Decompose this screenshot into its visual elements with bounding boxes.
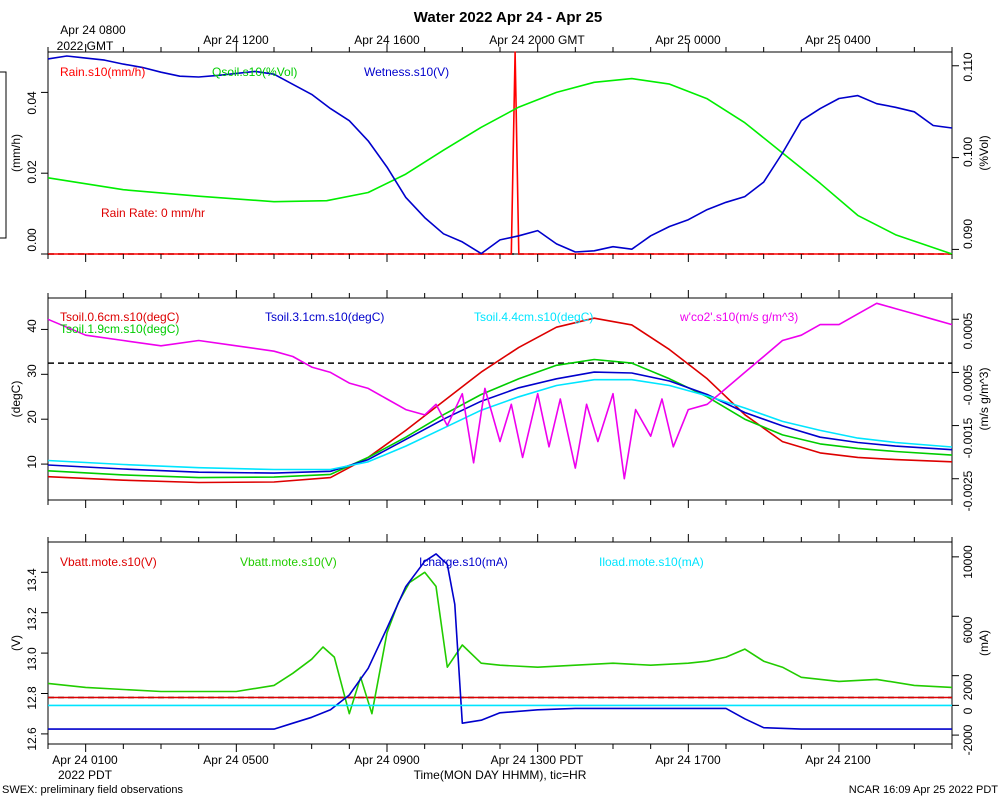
right-axis-label: (mA) [977,630,991,656]
series-line-w-co2-s10-m-s-g-m-3- [47,302,953,480]
tick-label: 40 [25,319,39,333]
tick-label: -2000 [961,724,975,755]
legend-wetness: Wetness.s10(V) [364,65,449,79]
tick-label: 0.00 [25,228,39,252]
legend-iload: Iload.mote.s10(mA) [599,555,704,569]
series-line-rain-s10-mm-h- [48,51,952,255]
series-line-tsoil-0-6cm-s10-degc- [47,317,953,484]
panel-soil-temperature: Tsoil.0.6cm.s10(degC) Tsoil.1.9cm.s10(de… [9,297,991,511]
legend-tsoil-0-6: Tsoil.0.6cm.s10(degC) [60,310,179,324]
top-tick-label: Apr 24 2000 GMT [489,33,585,47]
right-axis-label: (%Vol) [977,135,991,170]
tick-label: 0.02 [25,160,39,184]
tick-label: -0.0005 [961,364,975,405]
top-axis-labels: Apr 24 0800 2022 GMT Apr 24 1200 Apr 24 … [57,23,871,53]
legend-wco2: w'co2'.s10(m/s g/m^3) [679,310,798,324]
rain-rate-annotation: Rain Rate: 0 mm/hr [101,206,205,220]
top-tick-label: Apr 25 0000 [655,33,721,47]
legend-vbatt-green: Vbatt.mote.s10(V) [240,555,337,569]
right-axis-label: (m/s g/m^3) [977,368,991,431]
panel-frame [47,541,953,745]
top-tick-label: Apr 24 0800 [60,23,126,37]
left-axis-label: (mm/h) [9,134,23,172]
panel-frame [47,297,953,501]
chart-title: Water 2022 Apr 24 - Apr 25 [414,9,602,26]
tick-label: 20 [25,410,39,424]
bottom-axis-labels: Apr 24 0100 Apr 24 0500 Apr 24 0900 Apr … [52,753,871,782]
time-ticks [47,44,953,752]
tick-label: -0.0015 [961,417,975,458]
bottom-tick-label: Apr 24 0500 [203,753,269,767]
tick-label: 0.100 [961,137,975,167]
tick-label: 0.0005 [961,312,975,349]
top-tick-label: Apr 25 0400 [805,33,871,47]
top-tick-label: Apr 24 1600 [354,33,420,47]
legend-rain: Rain.s10(mm/h) [60,65,145,79]
panel-battery: Vbatt.mote.s10(V) Vbatt.mote.s10(V) Icha… [9,541,991,755]
bottom-tick-label: Apr 24 0900 [354,753,420,767]
tick-label: 30 [25,364,39,378]
tick-label: 0 [961,707,975,714]
legend-icharge: Icharge.s10(mA) [419,555,508,569]
tick-label: 6000 [961,616,975,643]
tick-label: 13.0 [25,647,39,671]
legend-tsoil-3-1: Tsoil.3.1cm.s10(degC) [265,310,384,324]
legend-vbatt-red: Vbatt.mote.s10(V) [60,555,157,569]
footer-left: SWEX: preliminary field observations [2,784,183,796]
left-axis-label: (degC) [9,381,23,418]
tick-label: 12.8 [25,686,39,710]
panel-water: Rain.s10(mm/h) Qsoil.s10(%Vol) Wetness.s… [9,51,991,255]
tick-label: 0.110 [961,52,975,81]
series-line-tsoil-1-9cm-s10-degc- [47,358,953,479]
series-line-icharge-s10-ma- [48,553,952,730]
bottom-tick-label: Apr 24 1300 PDT [491,753,584,767]
series-line-tsoil-4-4cm-s10-degc- [47,378,953,471]
top-tick-label: Apr 24 1200 [203,33,269,47]
bottom-year-label: 2022 PDT [58,768,113,782]
series-line-vbatt-mote-s10-v- [47,571,953,715]
series-line-wetness-s10-v- [47,55,953,255]
tick-label: 13.4 [25,568,39,592]
legend-tsoil-1-9: Tsoil.1.9cm.s10(degC) [60,322,179,336]
left-axis-label: (V) [9,635,23,651]
panel-frame [47,51,953,255]
bottom-tick-label: Apr 24 1700 [655,753,721,767]
legend-fragment [0,71,7,239]
tick-label: 12.6 [25,727,39,751]
tick-label: 0.090 [961,219,975,249]
bottom-tick-label: Apr 24 0100 [52,753,118,767]
bottom-tick-label: Apr 24 2100 [805,753,871,767]
series-line-qsoil-s10-vol- [47,77,953,255]
tick-label: 10 [25,455,39,469]
tick-label: 2000 [961,673,975,700]
series-line-tsoil-3-1cm-s10-degc- [47,371,953,474]
tick-label: 10000 [961,545,975,579]
tick-label: 13.2 [25,607,39,631]
tick-label: -0.0025 [961,470,975,511]
footer-right: NCAR 16:09 Apr 25 2022 PDT [849,784,998,796]
legend-tsoil-4-4: Tsoil.4.4cm.s10(degC) [474,310,593,324]
tick-label: 0.04 [25,91,39,115]
x-axis-label: Time(MON DAY HHMM), tic=HR [414,768,587,782]
legend-qsoil: Qsoil.s10(%Vol) [212,65,297,79]
